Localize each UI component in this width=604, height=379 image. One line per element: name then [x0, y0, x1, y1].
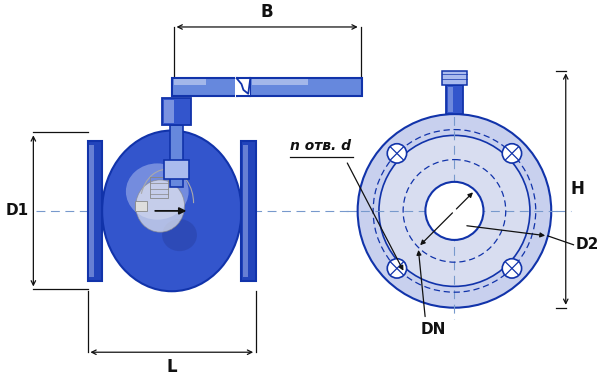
Circle shape [387, 259, 406, 278]
Text: L: L [167, 358, 177, 376]
Text: H: H [571, 180, 585, 198]
Ellipse shape [102, 130, 242, 291]
Ellipse shape [136, 180, 185, 232]
Bar [150, 177, 168, 198]
Bar [162, 98, 191, 125]
Bar [172, 78, 237, 96]
Bar [164, 160, 189, 179]
Bar [243, 145, 248, 277]
Ellipse shape [126, 163, 188, 220]
Bar [242, 141, 256, 280]
Bar [446, 85, 463, 114]
Bar [448, 87, 454, 112]
Bar [164, 100, 174, 123]
Bar [135, 201, 147, 211]
Text: D1: D1 [5, 204, 28, 218]
Bar [252, 79, 308, 85]
Bar [250, 78, 362, 96]
Circle shape [387, 144, 406, 163]
Bar [170, 125, 184, 187]
Circle shape [425, 182, 483, 240]
Circle shape [503, 259, 522, 278]
Text: n отв. d: n отв. d [290, 139, 351, 153]
Circle shape [358, 114, 551, 308]
Bar [88, 141, 102, 280]
Text: B: B [261, 3, 274, 21]
Circle shape [379, 135, 530, 287]
Circle shape [503, 144, 522, 163]
Text: D2: D2 [576, 237, 599, 252]
Bar [442, 70, 467, 85]
Bar [235, 77, 250, 97]
Text: DN: DN [420, 323, 446, 337]
Bar [174, 79, 205, 85]
Bar [89, 145, 94, 277]
Ellipse shape [162, 219, 197, 251]
